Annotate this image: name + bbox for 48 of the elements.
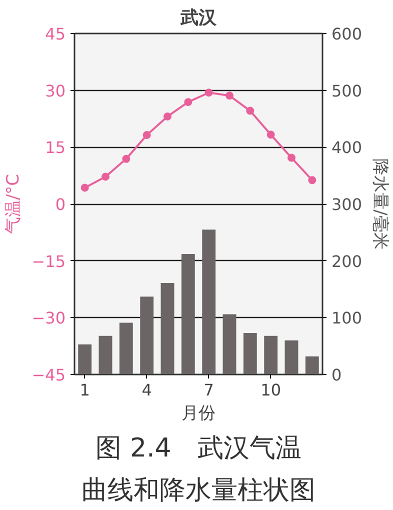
- bar: [243, 333, 257, 374]
- y2-tick-label: 300: [332, 195, 362, 214]
- point: [164, 112, 172, 120]
- bar: [305, 356, 319, 374]
- bar: [98, 336, 112, 374]
- y2-tick-label: 500: [332, 81, 362, 100]
- chart-title: 武汉: [180, 8, 218, 28]
- point: [288, 154, 296, 162]
- caption: 图 2.4 武汉气温: [96, 434, 302, 464]
- point: [308, 176, 316, 184]
- bar: [181, 254, 195, 374]
- bar: [160, 283, 174, 374]
- point: [80, 184, 89, 192]
- bar: [264, 336, 278, 374]
- text: 曲线和降水量柱状图: [82, 476, 316, 506]
- point: [246, 106, 254, 115]
- point: [142, 131, 151, 140]
- y-tick-label: 45: [45, 24, 66, 44]
- point: [122, 154, 130, 163]
- y2-tick-label: 0: [332, 366, 342, 384]
- y2-axis-title: 降水量/毫米: [370, 158, 390, 250]
- bar: [284, 340, 298, 374]
- x-tick-label: 1: [80, 380, 90, 400]
- bar: [202, 230, 216, 374]
- y-tick-label: −45: [32, 366, 66, 384]
- y-tick-label: 15: [45, 138, 66, 158]
- y-axis-title: 气温/°C: [4, 174, 24, 234]
- y2-tick-label: 200: [332, 252, 362, 271]
- bar: [140, 296, 154, 374]
- y-tick-label: −30: [32, 308, 66, 328]
- point: [102, 172, 110, 181]
- x-tick-label: 10: [260, 380, 282, 400]
- x-tick-label: 4: [142, 380, 152, 400]
- point: [226, 92, 234, 100]
- y2-tick-label: 100: [332, 308, 362, 328]
- y-tick-label: −15: [32, 252, 66, 271]
- y2-tick-label: 400: [332, 138, 362, 158]
- x-axis-title: 月份: [182, 404, 216, 424]
- bar: [78, 344, 92, 374]
- point: [204, 88, 213, 97]
- y-tick-label: 0: [55, 195, 66, 214]
- bar: [119, 322, 133, 374]
- bar: [222, 314, 236, 374]
- x-tick-label: 7: [204, 380, 214, 400]
- y2-tick-label: 600: [332, 24, 362, 44]
- point: [266, 130, 275, 139]
- point: [184, 98, 192, 106]
- y-tick-label: 30: [45, 81, 66, 100]
